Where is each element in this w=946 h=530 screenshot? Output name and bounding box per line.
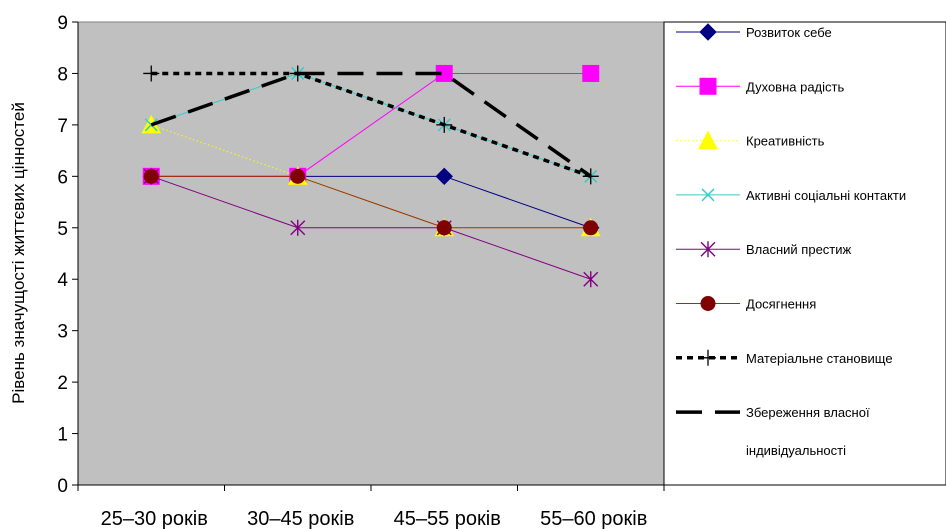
data-point	[700, 241, 716, 258]
data-point	[583, 271, 599, 288]
legend-item: Креативність	[676, 130, 825, 150]
y-tick-label: 2	[57, 373, 68, 394]
legend-label: Активні соціальні контакти	[746, 188, 906, 203]
x-tick-label: 45–55 років	[394, 508, 501, 530]
legend-item: Матеріальне становище	[676, 349, 893, 366]
legend-item: Розвиток себе	[676, 23, 832, 41]
data-point	[582, 64, 600, 82]
data-point	[698, 130, 718, 150]
y-tick-label: 7	[57, 116, 68, 137]
series-6	[143, 168, 599, 236]
y-tick-label: 3	[57, 322, 68, 343]
y-tick-label: 8	[57, 64, 68, 85]
data-point	[143, 65, 160, 82]
data-point	[699, 23, 717, 41]
data-point	[436, 220, 452, 236]
series-line	[151, 175, 591, 280]
series-8	[150, 71, 592, 178]
x-tick-label: 30–45 років	[247, 508, 354, 530]
series-line	[151, 71, 592, 178]
x-tick-label: 25–30 років	[101, 508, 208, 530]
legend-label: Креативність	[746, 134, 825, 149]
legend-label: Досягнення	[746, 297, 816, 312]
data-point	[700, 296, 716, 311]
data-point	[144, 118, 158, 132]
y-tick-label: 5	[57, 219, 68, 240]
data-point	[583, 220, 599, 236]
legend: Розвиток себе Духовна радість Креативність…	[676, 23, 906, 458]
data-point	[143, 168, 159, 184]
y-tick-label: 0	[57, 476, 68, 497]
data-point	[436, 116, 453, 133]
series-line	[150, 71, 592, 178]
data-point	[290, 219, 306, 236]
data-point	[290, 168, 306, 184]
y-tick-label: 6	[57, 167, 68, 188]
series-layer	[141, 64, 601, 288]
legend-label: Розвиток себе	[746, 25, 832, 40]
axes: 0 1 2 3 4 5 6 7 8 9 25–30 років 30–45 років 45–55 ро…	[57, 13, 665, 530]
y-tick-label: 4	[57, 270, 68, 291]
data-point	[435, 167, 453, 186]
plot-area	[77, 21, 665, 486]
data-point	[701, 188, 715, 202]
legend-item: Збереження власної індивідуальності	[676, 405, 870, 458]
legend-item: Духовна радість	[676, 77, 844, 95]
legend-box	[663, 21, 946, 486]
data-point	[699, 77, 717, 95]
y-tick-label: 9	[57, 13, 68, 34]
y-axis-title: Рівень значущості життєвих цінностей	[9, 102, 28, 404]
legend-item: Активні соціальні контакти	[676, 188, 906, 203]
legend-label: Збереження власної	[746, 405, 870, 420]
legend-label: Духовна радість	[746, 79, 844, 94]
legend-label: індивідуальності	[746, 443, 846, 458]
legend-label: Матеріальне становище	[746, 351, 893, 366]
legend-label: Власний престиж	[746, 242, 852, 257]
data-point	[700, 349, 716, 366]
legend-item: Власний престиж	[676, 241, 852, 257]
series-line	[151, 175, 591, 229]
legend-item: Досягнення	[676, 296, 816, 312]
x-tick-label: 55–60 років	[540, 508, 647, 530]
y-tick-label: 1	[57, 425, 68, 446]
